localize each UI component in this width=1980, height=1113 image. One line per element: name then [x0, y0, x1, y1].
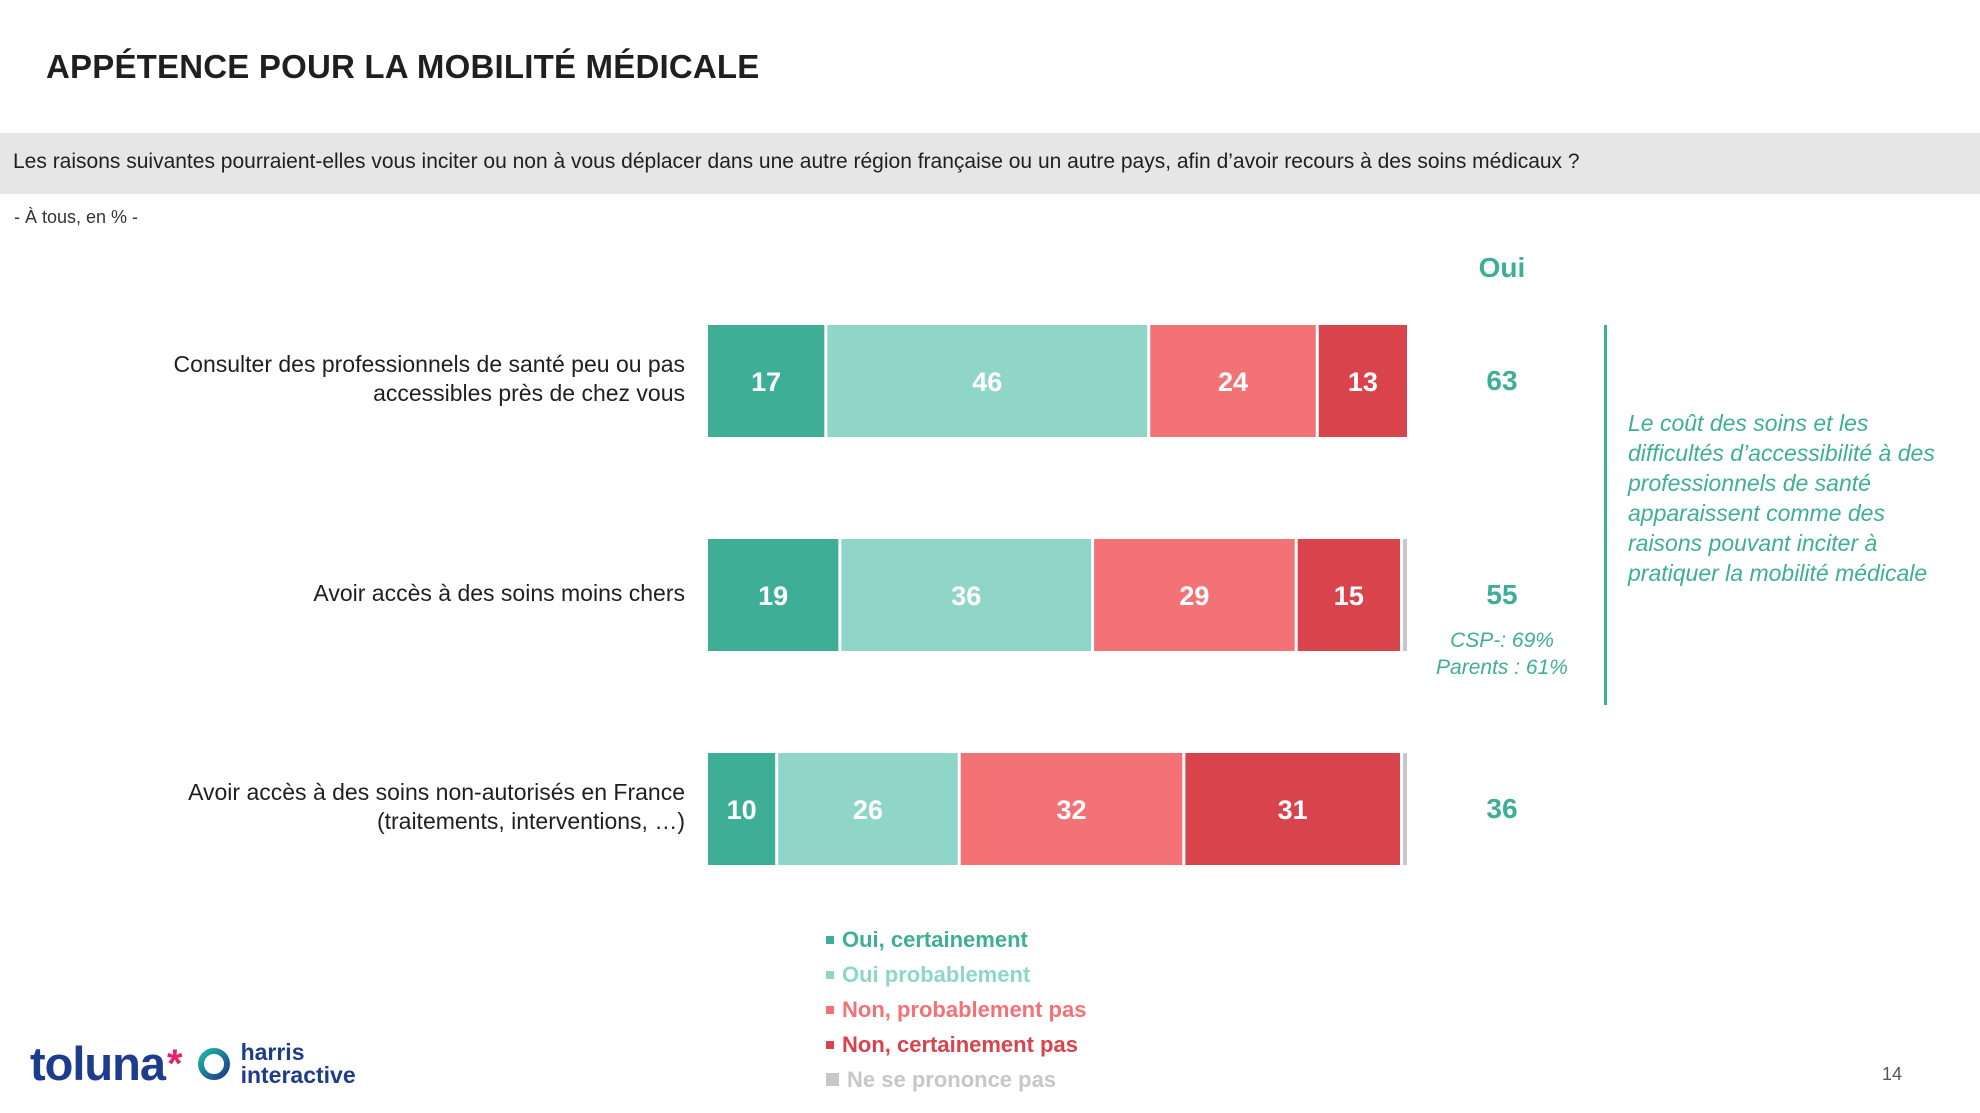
yes-total-value: 36 — [1486, 793, 1518, 824]
bar-value-label: 26 — [853, 795, 883, 825]
logo: toluna * harris interactive — [30, 1040, 356, 1087]
bar-value-label: 32 — [1057, 795, 1087, 825]
bar-value-label: 46 — [972, 367, 1002, 397]
bar-value-label: 31 — [1278, 795, 1308, 825]
bar-value-label: 17 — [751, 367, 781, 397]
row-label: Consulter des professionnels de santé pe… — [65, 350, 685, 408]
bar-segment-non-probablement-pas — [1094, 539, 1295, 651]
page-title: APPÉTENCE POUR LA MOBILITÉ MÉDICALE — [46, 48, 760, 85]
legend-label: Ne se prononce pas — [847, 1066, 1057, 1092]
legend-item-ne-se-prononce-pas: Ne se prononce pas — [826, 1062, 1086, 1097]
row-label: Avoir accès à des soins non-autorisés en… — [65, 778, 685, 836]
yes-subgroup-note-line: CSP-: 69% — [1450, 629, 1554, 652]
legend-swatch — [826, 1005, 834, 1014]
bar-segment-oui-certainement — [708, 325, 825, 437]
yes-subgroup-note-line: Parents : 61% — [1436, 656, 1568, 679]
bar-value-label: 10 — [727, 795, 757, 825]
question-band: Les raisons suivantes pourraient-elles v… — [0, 133, 1980, 194]
bar-segment-non-probablement-pas — [960, 753, 1183, 865]
row-label-line: accessibles près de chez vous — [373, 380, 685, 406]
legend-item-non-certainement-pas: Non, certainement pas — [826, 1027, 1086, 1062]
row-label-line: Consulter des professionnels de santé pe… — [173, 351, 685, 377]
legend-label: Oui probablement — [842, 961, 1031, 987]
legend-item-non-probablement-pas: Non, probablement pas — [826, 992, 1086, 1027]
bar-value-label: 15 — [1334, 581, 1364, 611]
logo-star-icon: * — [166, 1041, 183, 1086]
bar-value-label: 29 — [1179, 581, 1209, 611]
legend-swatch — [826, 1040, 834, 1049]
harris-ring-icon — [197, 1047, 230, 1080]
bar-segment-oui-certainement — [708, 753, 776, 865]
bar-segment-oui-probablement — [778, 753, 958, 865]
legend-swatch — [826, 970, 834, 979]
bar-value-label: 19 — [758, 581, 788, 611]
row-label: Avoir accès à des soins moins chers — [65, 579, 685, 608]
legend-label: Non, probablement pas — [842, 996, 1087, 1022]
logo-harris-wordmark: harris interactive — [240, 1038, 356, 1088]
base-note: - À tous, en % - — [14, 207, 139, 227]
legend-swatch — [826, 1073, 839, 1086]
callout-divider — [1604, 325, 1607, 705]
legend-item-oui-certainement: Oui, certainement — [826, 922, 1086, 957]
legend-item-oui-probablement: Oui probablement — [826, 957, 1086, 992]
bar-segment-oui-certainement — [708, 539, 839, 651]
bar-value-label: 36 — [951, 581, 981, 611]
callout-text: Le coût des soins et les difficultés d’a… — [1628, 410, 1935, 586]
logo-harris-line1: harris — [240, 1038, 305, 1065]
logo-toluna-wordmark: toluna — [30, 1037, 166, 1090]
question-text: Les raisons suivantes pourraient-elles v… — [13, 150, 1580, 173]
legend-swatch — [826, 935, 834, 944]
bar-segment-non-certainement-pas — [1297, 539, 1400, 651]
bar-value-label: 24 — [1218, 367, 1248, 397]
yes-column-header: Oui — [1478, 252, 1526, 283]
legend-label: Oui, certainement — [842, 926, 1028, 952]
bar-segment-oui-probablement — [827, 325, 1148, 437]
bar-segment-non-probablement-pas — [1150, 325, 1316, 437]
legend-label: Non, certainement pas — [842, 1031, 1078, 1057]
bar-segment-non-certainement-pas — [1318, 325, 1407, 437]
bar-value-label: 13 — [1348, 367, 1378, 397]
row-label-line: (traitements, interventions, …) — [376, 808, 685, 834]
yes-subgroup-note: CSP-: 69% Parents : 61% — [1402, 627, 1602, 681]
chart-legend: Oui, certainement Oui probablement Non, pr… — [826, 922, 1086, 1097]
logo-harris-line2: interactive — [240, 1061, 356, 1088]
yes-total-value: 55 — [1486, 579, 1518, 610]
yes-total-value: 63 — [1486, 365, 1518, 396]
page-number: 14 — [1882, 1064, 1903, 1084]
row-label-line: Avoir accès à des soins non-autorisés en… — [188, 779, 685, 805]
row-label-line: Avoir accès à des soins moins chers — [313, 579, 685, 606]
bar-segment-ne-se-prononce-pas — [1402, 753, 1407, 865]
bar-segment-non-certainement-pas — [1185, 753, 1400, 865]
bar-segment-oui-probablement — [841, 539, 1092, 651]
